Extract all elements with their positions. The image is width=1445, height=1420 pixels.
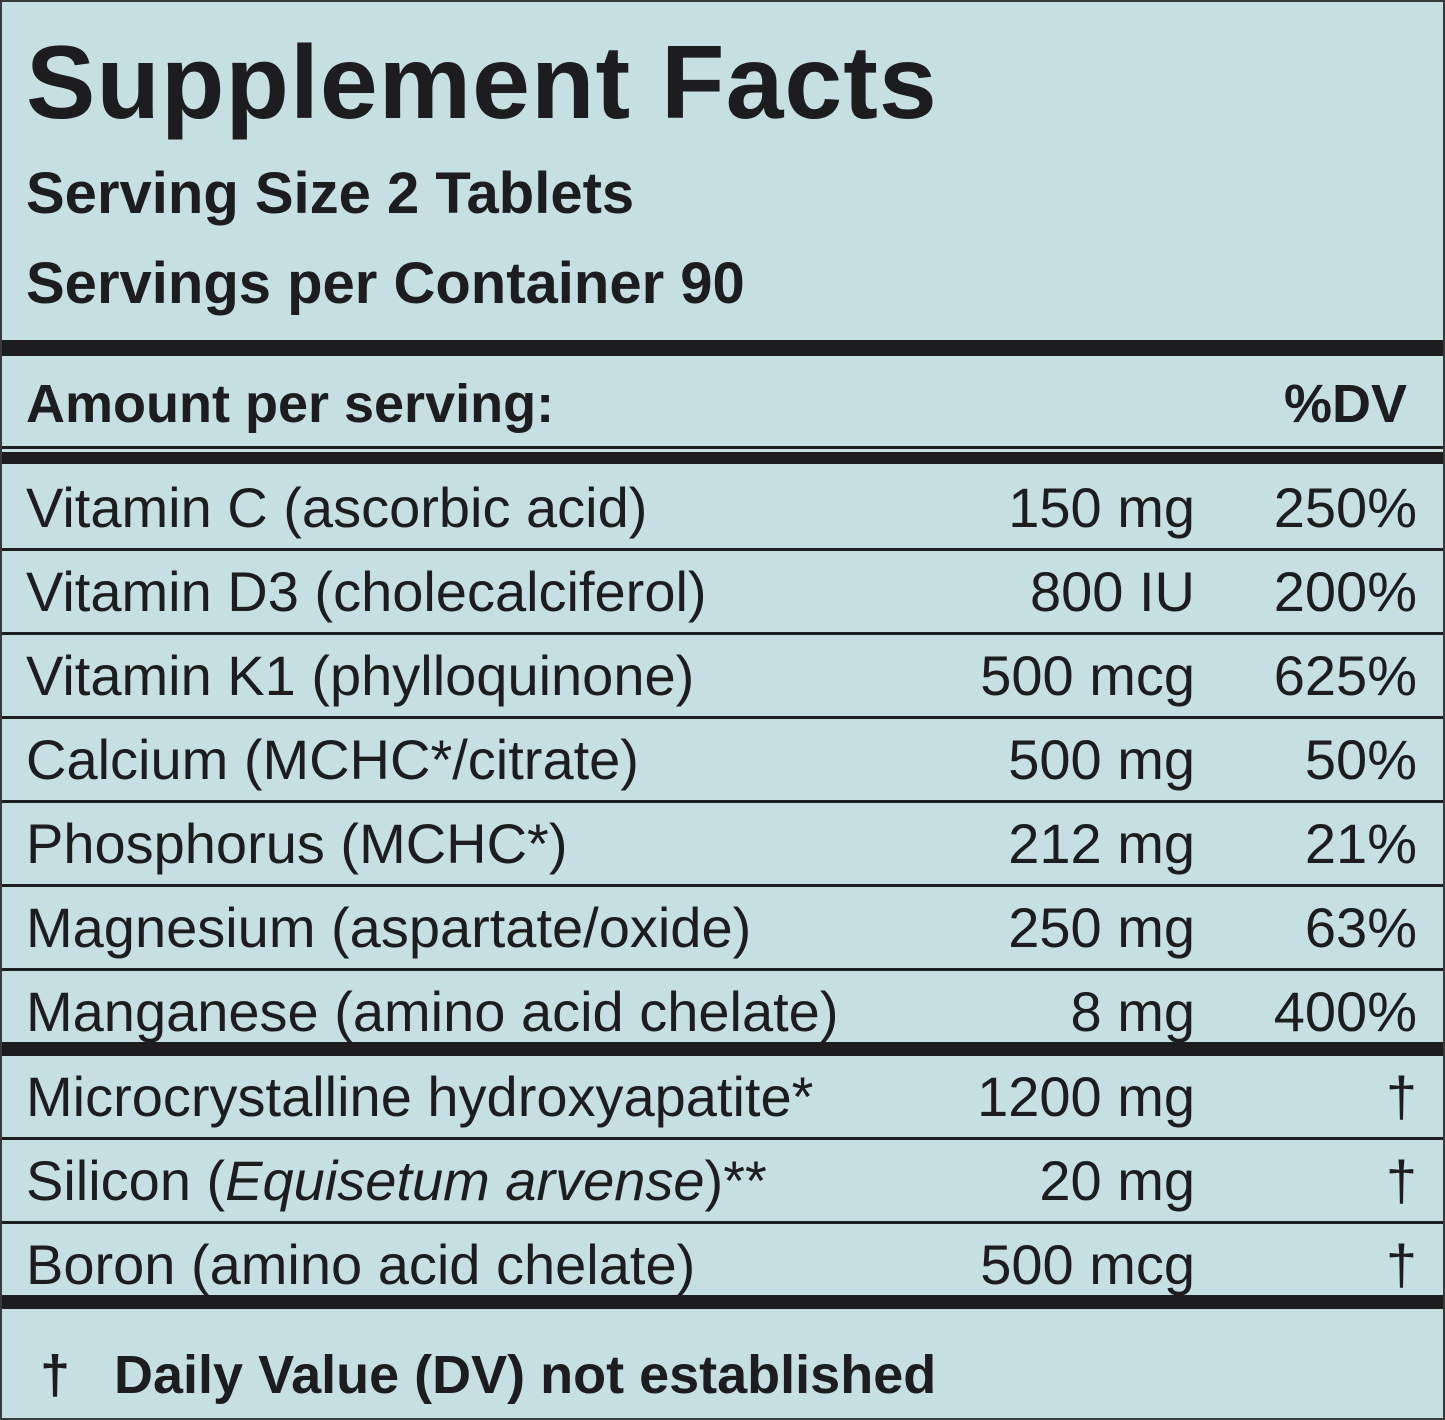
name-part: Silicon ( bbox=[26, 1149, 226, 1212]
thin-rule bbox=[2, 548, 1443, 551]
daily-value: † bbox=[1385, 1233, 1417, 1296]
thick-rule bbox=[2, 1042, 1443, 1056]
daily-value: † bbox=[1385, 1149, 1417, 1212]
thin-rule bbox=[2, 884, 1443, 887]
amount: 500 mg bbox=[1008, 728, 1195, 791]
thin-rule bbox=[2, 716, 1443, 719]
servings-per-container: Servings per Container 90 bbox=[26, 251, 745, 316]
nutrient-name: Boron (amino acid chelate) bbox=[26, 1223, 695, 1307]
name-part: Microcrystalline hydroxyapatite* bbox=[26, 1065, 814, 1128]
footer: † Daily Value (DV) not established bbox=[2, 1332, 1443, 1418]
nutrient-name: Vitamin D3 (cholecalciferol) bbox=[26, 550, 707, 634]
title: Supplement Facts bbox=[26, 25, 938, 141]
thin-rule bbox=[2, 800, 1443, 803]
nutrient-name: Silicon (Equisetum arvense)** bbox=[26, 1139, 767, 1223]
daily-value: 21% bbox=[1304, 812, 1417, 875]
amount: 20 mg bbox=[1039, 1149, 1195, 1212]
serving-size: Serving Size 2 Tablets bbox=[26, 161, 635, 226]
thin-rule bbox=[2, 1137, 1443, 1140]
daily-value: 625% bbox=[1273, 644, 1417, 707]
daily-value: † bbox=[1385, 1065, 1417, 1128]
name-part: Boron (amino acid chelate) bbox=[26, 1233, 696, 1296]
nutrient-row: Microcrystalline hydroxyapatite* 1200 mg † bbox=[2, 1055, 1443, 1139]
name-part: Vitamin C (ascorbic acid) bbox=[26, 476, 648, 539]
dv-header: %DV bbox=[1283, 374, 1407, 434]
nutrient-row: Vitamin D3 (cholecalciferol) 800 IU 200% bbox=[2, 550, 1443, 634]
name-part: Magnesium (aspartate/oxide) bbox=[26, 896, 752, 959]
thin-rule bbox=[2, 1221, 1443, 1224]
nutrient-name: Vitamin C (ascorbic acid) bbox=[26, 466, 647, 550]
name-part: Phosphorus (MCHC*) bbox=[26, 812, 568, 875]
thick-rule bbox=[2, 340, 1443, 356]
thick-rule bbox=[2, 1295, 1443, 1309]
daily-value: 63% bbox=[1304, 896, 1417, 959]
amount: 1200 mg bbox=[977, 1065, 1195, 1128]
name-part: Manganese (amino acid chelate) bbox=[26, 980, 839, 1043]
amount: 500 mcg bbox=[980, 1233, 1195, 1296]
footer-mark: † bbox=[40, 1345, 71, 1405]
nutrient-name: Magnesium (aspartate/oxide) bbox=[26, 886, 751, 970]
amount: 800 IU bbox=[1030, 560, 1195, 623]
nutrient-name: Manganese (amino acid chelate) bbox=[26, 970, 838, 1054]
thin-rule bbox=[2, 968, 1443, 971]
daily-value: 400% bbox=[1273, 980, 1417, 1043]
amount-header: Amount per serving: bbox=[26, 374, 555, 434]
nutrient-row: Silicon (Equisetum arvense)** 20 mg † bbox=[2, 1139, 1443, 1223]
daily-value: 50% bbox=[1304, 728, 1417, 791]
amount: 212 mg bbox=[1008, 812, 1195, 875]
column-header: Amount per serving: %DV bbox=[2, 362, 1443, 446]
daily-value: 200% bbox=[1273, 560, 1417, 623]
nutrient-row: Manganese (amino acid chelate) 8 mg 400% bbox=[2, 970, 1443, 1054]
thick-rule bbox=[2, 452, 1443, 464]
nutrient-row: Magnesium (aspartate/oxide) 250 mg 63% bbox=[2, 886, 1443, 970]
nutrient-row: Boron (amino acid chelate) 500 mcg † bbox=[2, 1223, 1443, 1307]
nutrient-name: Vitamin K1 (phylloquinone) bbox=[26, 634, 694, 718]
name-part: )** bbox=[704, 1149, 767, 1212]
thin-rule bbox=[2, 632, 1443, 635]
name-part: Vitamin D3 (cholecalciferol) bbox=[26, 560, 707, 623]
name-part: Equisetum arvense bbox=[225, 1149, 705, 1212]
footer-text: Daily Value (DV) not established bbox=[114, 1345, 937, 1405]
name-part: Calcium (MCHC*/citrate) bbox=[26, 728, 639, 791]
nutrient-name: Phosphorus (MCHC*) bbox=[26, 802, 568, 886]
amount: 500 mcg bbox=[980, 644, 1195, 707]
thin-rule bbox=[2, 446, 1443, 449]
amount: 150 mg bbox=[1008, 476, 1195, 539]
name-part: Vitamin K1 (phylloquinone) bbox=[26, 644, 695, 707]
amount: 8 mg bbox=[1070, 980, 1196, 1043]
nutrient-row: Calcium (MCHC*/citrate) 500 mg 50% bbox=[2, 718, 1443, 802]
nutrient-name: Calcium (MCHC*/citrate) bbox=[26, 718, 639, 802]
daily-value: 250% bbox=[1273, 476, 1417, 539]
nutrient-name: Microcrystalline hydroxyapatite* bbox=[26, 1055, 813, 1139]
nutrient-row: Phosphorus (MCHC*) 212 mg 21% bbox=[2, 802, 1443, 886]
nutrient-row: Vitamin C (ascorbic acid) 150 mg 250% bbox=[2, 466, 1443, 550]
amount: 250 mg bbox=[1008, 896, 1195, 959]
nutrient-row: Vitamin K1 (phylloquinone) 500 mcg 625% bbox=[2, 634, 1443, 718]
